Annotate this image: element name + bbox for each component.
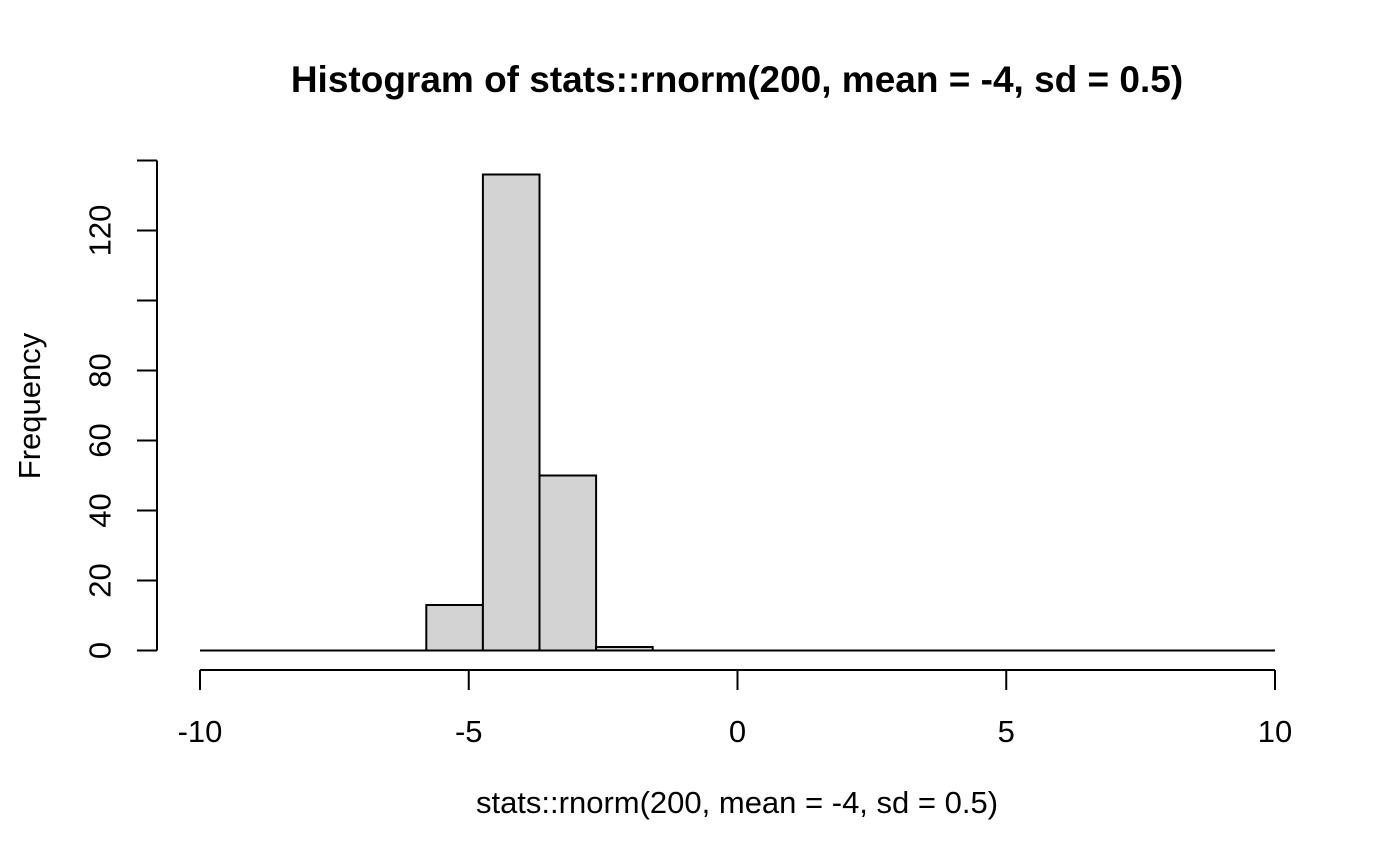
x-tick-label: -5 — [455, 714, 483, 749]
x-axis-label: stats::rnorm(200, mean = -4, sd = 0.5) — [476, 785, 998, 820]
histogram-bar — [481, 173, 541, 652]
y-tick-label: 20 — [83, 563, 118, 597]
y-axis: 0 20 40 60 80 120 — [83, 159, 158, 659]
x-tick-label: 0 — [729, 714, 746, 749]
y-tick-label: 40 — [83, 493, 118, 527]
histogram-bar — [538, 474, 598, 652]
x-tick-label: 10 — [1258, 714, 1292, 749]
y-tick-label: 60 — [83, 423, 118, 457]
bars-group — [200, 173, 1275, 652]
x-axis: -10 -5 0 5 10 — [178, 669, 1292, 749]
chart-title: Histogram of stats::rnorm(200, mean = -4… — [291, 59, 1183, 100]
x-tick-label: -10 — [178, 714, 223, 749]
y-tick-label: 0 — [83, 642, 118, 659]
y-axis-label: Frequency — [12, 332, 47, 479]
x-tick-label: 5 — [998, 714, 1015, 749]
histogram-bar — [425, 604, 484, 652]
y-tick-label: 80 — [83, 353, 118, 387]
y-tick-label: 120 — [83, 205, 118, 257]
histogram-bar — [595, 646, 654, 652]
